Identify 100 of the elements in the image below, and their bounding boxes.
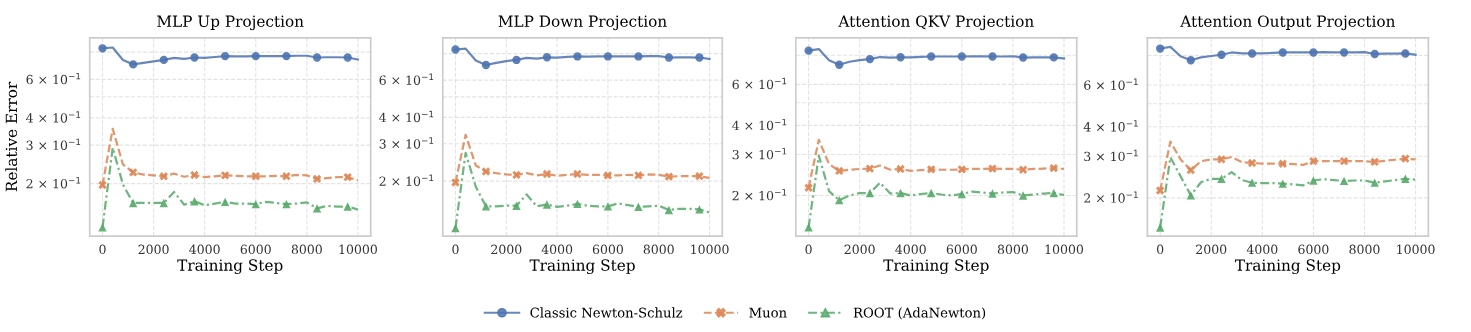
point [634,171,643,180]
point [1186,166,1195,175]
point [451,45,460,54]
point [1339,157,1349,166]
point [896,188,905,198]
point [664,205,674,215]
point [159,172,168,181]
x-tick-label: 10000 [339,244,377,255]
x-axis-title: Training Step [883,259,989,275]
point [159,55,168,65]
point [1309,157,1318,166]
point [1278,179,1287,188]
x-tick-label: 0 [99,244,106,255]
point [603,52,613,61]
point [664,172,674,181]
point [927,52,936,61]
point [98,44,107,53]
point [1339,48,1349,57]
y-tick-label: 6 × 10$^{−1}$ [732,77,787,90]
y-tick-label: 6 × 10$^{−1}$ [26,72,81,85]
point [664,53,674,62]
point [312,53,322,62]
point [865,188,875,198]
point [835,196,844,205]
point [542,53,552,62]
point [957,165,966,174]
x-tick-label: 4000 [895,244,926,255]
point [865,54,875,64]
point [927,188,936,198]
point [1339,176,1349,186]
point [573,199,582,209]
x-tick-label: 4000 [1246,244,1278,255]
point [542,169,552,179]
point [1247,49,1257,58]
point [988,189,997,198]
point [1186,191,1195,200]
point [251,199,260,209]
y-tick-label: 2 × 10$^{−1}$ [379,174,434,186]
point [1278,48,1287,57]
point [835,166,844,176]
chart-title: MLP Up Projection [157,15,304,31]
point [1370,157,1379,167]
x-tick-label: 6000 [946,244,977,255]
point [1217,50,1226,59]
point [1155,44,1165,53]
x-tick-label: 4000 [541,244,573,255]
point [481,60,491,70]
point [1018,191,1028,200]
point [804,183,813,192]
point [282,172,291,181]
point [603,202,613,211]
x-tick-label: 8000 [1349,244,1380,255]
x-tick-label: 10000 [1397,244,1435,255]
point [1247,158,1257,168]
point [282,51,291,61]
x-tick-label: 8000 [997,244,1028,255]
point [343,53,352,62]
point [251,172,260,181]
y-tick-label: 3 × 10$^{−1}$ [1084,149,1138,162]
point [98,180,107,190]
legend-label: Muon [749,307,787,318]
x-tick-label: 6000 [240,244,271,255]
point [1401,174,1410,183]
point [1155,186,1165,195]
point [634,202,643,212]
point [128,198,138,208]
x-tick-label: 2000 [1196,244,1227,255]
point [957,52,966,61]
point [190,197,199,206]
point [481,202,491,211]
point [865,164,875,173]
point [1018,165,1028,174]
point [1370,178,1379,187]
point [220,51,230,61]
point [896,164,905,174]
point [695,172,704,181]
point [343,173,352,182]
point [988,164,997,173]
x-tick-label: 0 [805,244,812,255]
x-axis-title: Training Step [177,259,283,275]
x-tick-label: 10000 [1045,244,1084,255]
point [695,53,704,62]
x-tick-label: 10000 [691,244,729,255]
point [451,223,460,233]
point [1401,49,1410,58]
y-tick-label: 6 × 10$^{−1}$ [1084,78,1138,90]
point [927,165,936,174]
point [512,201,521,210]
chart-title: Attention Output Projection [1180,15,1396,31]
chart-title: Attention QKV Projection [838,15,1034,31]
y-tick-label: 4 × 10$^{−1}$ [732,118,787,131]
point [1401,154,1410,163]
y-tick-label: 2 × 10$^{−1}$ [26,177,81,189]
point [1247,178,1257,187]
point [451,178,460,187]
point [1309,176,1318,185]
point [159,198,168,208]
x-tick-label: 2000 [138,244,169,255]
point [282,199,291,209]
point [634,52,643,61]
